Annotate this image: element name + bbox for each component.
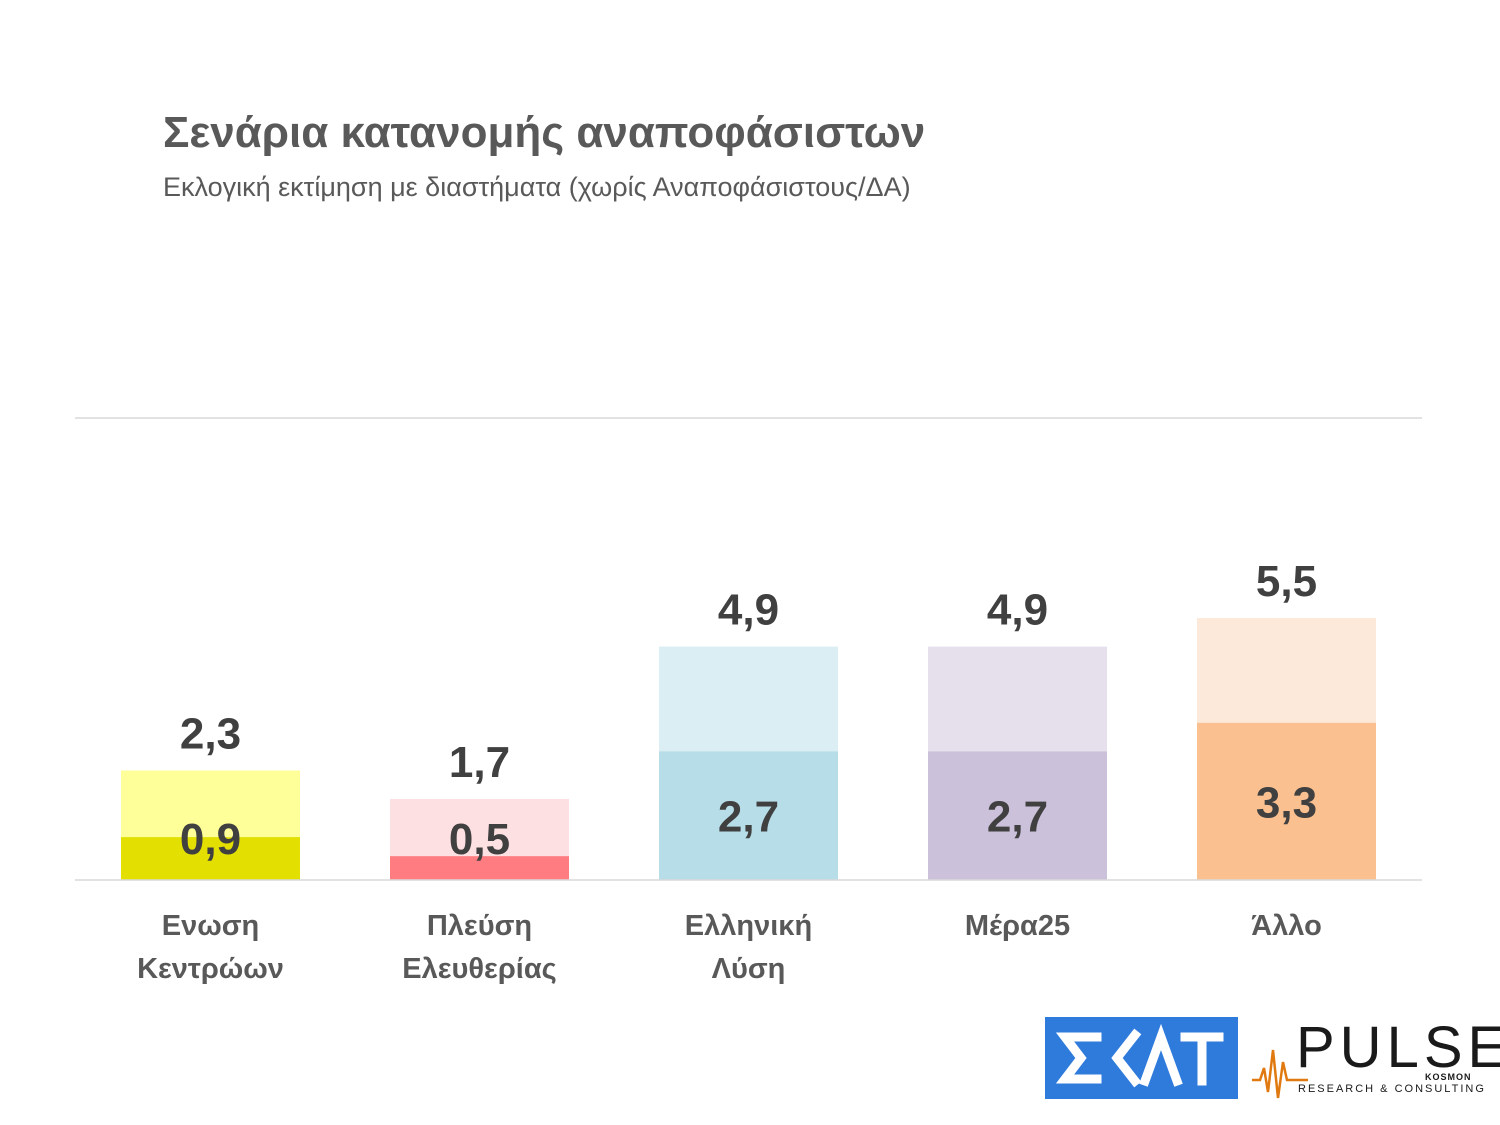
bars-group: [121, 618, 1376, 880]
chart-subtitle: Εκλογική εκτίμηση με διαστήματα (χωρίς Α…: [163, 172, 911, 202]
high-value-label-0: 2,3: [180, 709, 241, 758]
low-value-label-0: 0,9: [180, 815, 241, 864]
skai-logo-mark: [1055, 1023, 1224, 1088]
category-label-0-1: Κεντρώων: [137, 953, 284, 985]
category-label-2-0: Ελληνική: [685, 910, 812, 942]
high-value-label-1: 1,7: [449, 738, 510, 787]
bar-low-1: [390, 856, 569, 880]
pulse-tagline: RESEARCH & CONSULTING: [1298, 1083, 1486, 1095]
bar-low-0: [121, 837, 300, 880]
pulse-wave-icon: [1252, 1049, 1308, 1099]
pulse-logo: PULSE KOSMON RESEARCH & CONSULTING: [1250, 1015, 1500, 1102]
low-value-label-1: 0,5: [449, 815, 510, 864]
labels-group: 2,3 0,9 Ενωση Κεντρώων 1,7 0,5 Πλεύση Ελευθερία…: [137, 557, 1322, 985]
bar-low-4: [1197, 722, 1376, 880]
high-value-label-4: 5,5: [1256, 557, 1317, 606]
category-label-3-0: Μέρα25: [965, 910, 1070, 942]
category-label-1-1: Ελευθερίας: [402, 953, 556, 985]
category-label-4-0: Άλλο: [1251, 910, 1322, 942]
bar-low-2: [659, 751, 838, 880]
pulse-kosmon-text: KOSMON: [1425, 1072, 1472, 1082]
bar-low-3: [928, 751, 1107, 880]
skai-logo: [1045, 1017, 1238, 1099]
high-value-label-3: 4,9: [987, 586, 1048, 635]
low-value-label-3: 2,7: [987, 793, 1048, 842]
high-value-label-2: 4,9: [718, 586, 779, 635]
low-value-label-4: 3,3: [1256, 778, 1317, 827]
chart-title: Σενάρια κατανομής αναποφάσιστων: [163, 108, 926, 157]
category-label-0-0: Ενωση: [162, 910, 260, 942]
category-label-2-1: Λύση: [712, 953, 786, 985]
pulse-wordmark: PULSE: [1296, 1015, 1500, 1080]
bar-chart: 2,3 0,9 Ενωση Κεντρώων 1,7 0,5 Πλεύση Ελευθερία…: [75, 417, 1422, 985]
low-value-label-2: 2,7: [718, 793, 779, 842]
category-label-1-0: Πλεύση: [427, 910, 532, 942]
